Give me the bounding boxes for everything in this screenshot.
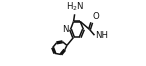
Text: O: O <box>93 12 100 21</box>
Text: H$_2$N: H$_2$N <box>66 0 84 13</box>
Text: NH: NH <box>96 31 109 40</box>
Text: N: N <box>62 25 69 34</box>
